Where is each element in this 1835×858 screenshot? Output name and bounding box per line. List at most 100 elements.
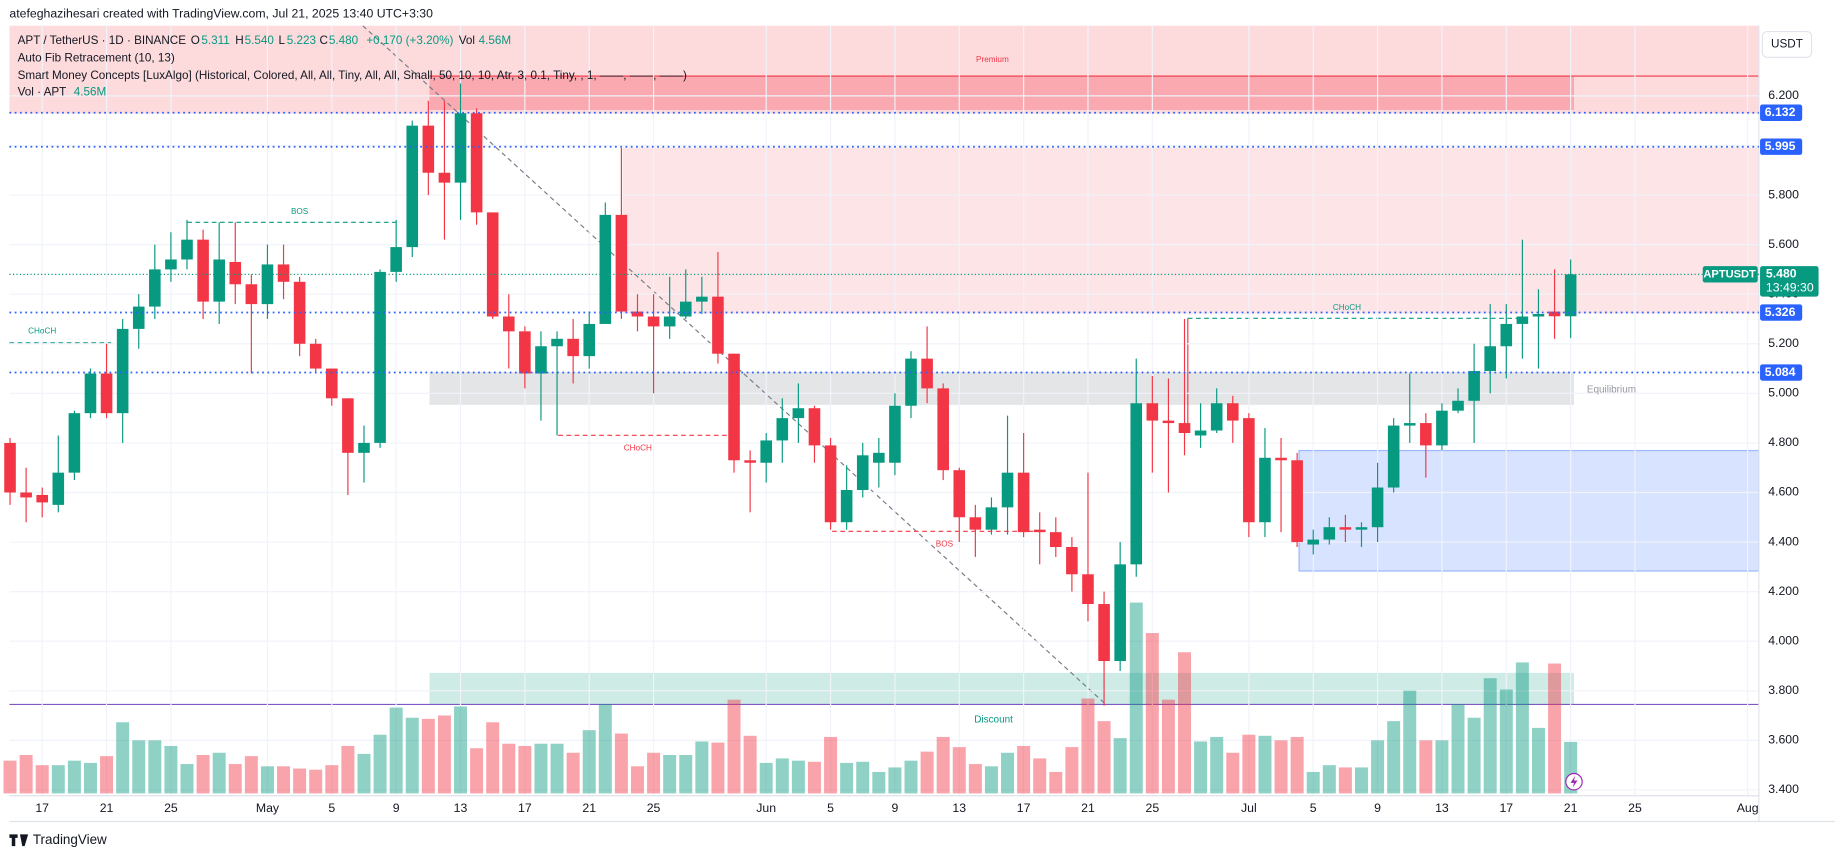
volume-bar xyxy=(534,743,548,794)
volume-bar xyxy=(1226,752,1240,794)
candle-body xyxy=(1387,425,1400,488)
ohlc-value: 5.480 xyxy=(329,34,359,47)
volume-bar xyxy=(1178,652,1192,794)
symbol-label: APTUSDT xyxy=(1703,268,1756,280)
volume-bar xyxy=(1322,765,1336,794)
candle-body xyxy=(792,408,805,419)
volume-bar xyxy=(421,718,435,794)
volume-bar xyxy=(1161,699,1175,794)
volume-bar xyxy=(486,722,500,794)
order-block xyxy=(429,76,1574,110)
candle-body xyxy=(679,301,692,317)
x-tick-label: 9 xyxy=(393,801,400,815)
currency-button[interactable] xyxy=(1761,31,1813,58)
volume-bar xyxy=(148,740,162,794)
candle-body xyxy=(1403,423,1416,426)
volume-bar xyxy=(775,758,789,794)
x-tick-label: 13 xyxy=(1435,801,1449,815)
volume-bar xyxy=(1515,662,1529,794)
price-label: 5.995 xyxy=(1765,139,1796,153)
y-tick-label: 5.000 xyxy=(1768,386,1799,400)
candle-body xyxy=(1323,527,1336,540)
volume-bar xyxy=(357,753,371,794)
volume-bar xyxy=(19,755,33,794)
x-tick-label: 13 xyxy=(454,801,468,815)
y-tick-label: 3.800 xyxy=(1768,683,1799,697)
candle-body xyxy=(197,239,209,302)
volume-bar xyxy=(968,764,982,794)
ohlc-value: 5.223 xyxy=(287,34,316,47)
candle-body xyxy=(20,492,32,498)
candle-body xyxy=(213,259,225,302)
volume-bar xyxy=(1194,741,1208,794)
volume-bar xyxy=(1049,771,1063,794)
candle-body xyxy=(1194,430,1207,436)
x-tick-label: 25 xyxy=(1146,801,1160,815)
volume-bar xyxy=(116,722,130,794)
candle-body xyxy=(1500,323,1513,347)
y-tick-label: 3.600 xyxy=(1768,733,1799,747)
candle-body xyxy=(1291,460,1303,543)
y-tick-label: 5.200 xyxy=(1768,336,1799,350)
y-tick-label: 4.600 xyxy=(1768,485,1799,499)
volume-bar xyxy=(437,715,451,794)
x-tick-label: Aug xyxy=(1737,801,1759,815)
last-price-label: 5.480 xyxy=(1766,267,1797,281)
candle-body xyxy=(1355,527,1368,530)
candle-body xyxy=(647,316,660,327)
candle-body xyxy=(631,311,644,317)
candle-body xyxy=(615,214,628,312)
candle-body xyxy=(52,472,65,505)
y-tick-label: 4.800 xyxy=(1768,435,1799,449)
credit: atefeghazihesari created with TradingVie… xyxy=(9,6,433,20)
candle-body xyxy=(856,455,869,491)
volume-bar xyxy=(1097,721,1111,794)
candle-body xyxy=(519,331,531,374)
candle-body xyxy=(486,212,499,317)
candle-body xyxy=(712,296,724,354)
volume-bar xyxy=(164,745,178,794)
y-tick-label: 3.400 xyxy=(1768,782,1799,796)
candle-body xyxy=(776,418,789,441)
candle-body xyxy=(1275,457,1287,461)
volume-bar xyxy=(1017,745,1031,794)
x-tick-label: 17 xyxy=(518,801,532,815)
volume-bar xyxy=(984,766,998,794)
volume-bar xyxy=(1258,735,1272,794)
volume-bar xyxy=(759,762,773,794)
volume-bar xyxy=(132,740,146,794)
candle-body xyxy=(277,264,290,282)
volume-bar xyxy=(1531,727,1545,794)
candle-body xyxy=(873,452,885,463)
volume-bar xyxy=(277,766,291,794)
candle-body xyxy=(953,470,966,518)
volume-bar xyxy=(1081,698,1095,794)
candle-body xyxy=(1484,346,1496,372)
countdown: 13:49:30 xyxy=(1766,281,1814,295)
volume-bar xyxy=(1499,689,1513,794)
candle-body xyxy=(808,408,821,446)
candle-body xyxy=(551,338,563,347)
volume-bar xyxy=(405,717,419,794)
volume-bar xyxy=(743,735,757,794)
candle-body xyxy=(1146,403,1159,421)
volume-bar xyxy=(727,699,741,794)
x-tick-label: Jul xyxy=(1241,801,1257,815)
volume-bar xyxy=(100,756,114,794)
alert-icon-bolt xyxy=(1570,775,1578,788)
volume-bar xyxy=(791,760,805,794)
candle-body xyxy=(261,264,274,305)
currency: USDT xyxy=(1771,38,1803,51)
candle-body xyxy=(1548,311,1561,317)
volume-bar xyxy=(389,707,403,794)
volume-bar xyxy=(872,771,886,794)
candle-body xyxy=(1017,472,1030,533)
price-label-box xyxy=(1760,304,1803,321)
x-tick-label: 21 xyxy=(1564,801,1578,815)
volume-bar xyxy=(244,756,258,794)
candle-body xyxy=(374,271,386,443)
candle-body xyxy=(502,316,515,332)
candle-body xyxy=(1452,400,1464,411)
